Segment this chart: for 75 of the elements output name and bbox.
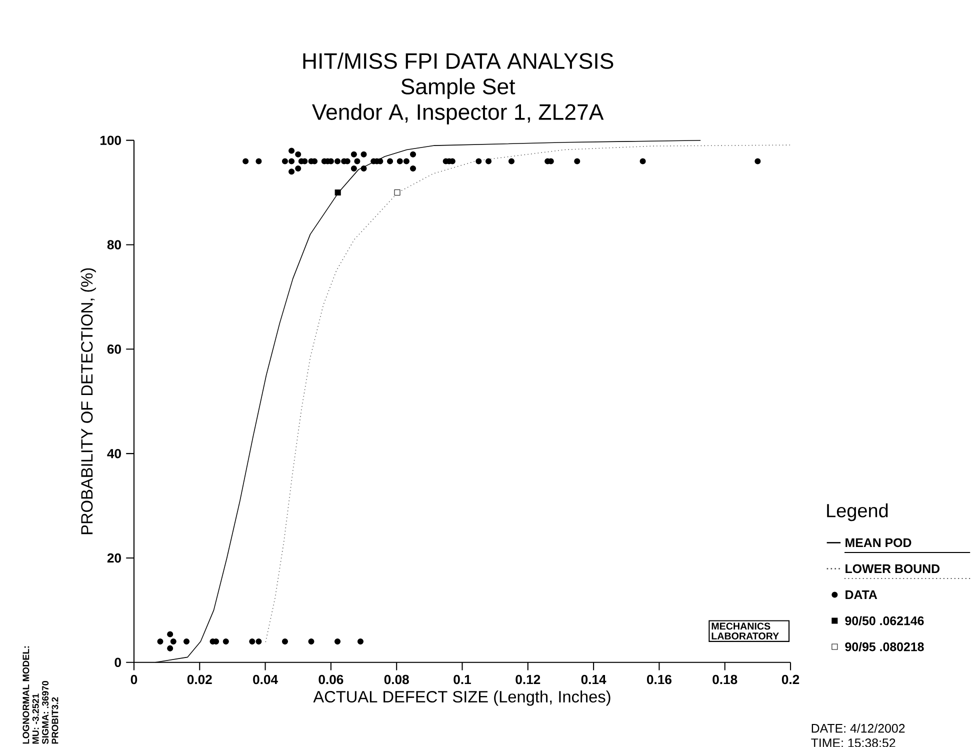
point — [334, 638, 341, 645]
point — [640, 158, 646, 164]
point — [334, 190, 341, 196]
point — [288, 148, 295, 154]
x-tick-label: 0.16 — [646, 674, 672, 684]
text: Vendor A, Inspector 1, ZL27A — [312, 104, 604, 124]
text: TIME: 15:38:52 — [811, 738, 896, 747]
x-tick-label: 0.18 — [712, 674, 738, 684]
point — [295, 152, 302, 158]
x-tick-label: 0.04 — [253, 674, 278, 684]
annotation: MECHANICS LABORATORY — [712, 622, 779, 640]
point — [360, 152, 367, 158]
legend-label: 90/95 .080218 — [845, 642, 924, 652]
x-tick-label: 0.08 — [384, 674, 409, 684]
text: MU: -3.2521 — [32, 694, 39, 744]
point — [754, 158, 761, 164]
x-tick-label: 0.12 — [516, 674, 540, 684]
legend-label: MEAN POD — [846, 538, 912, 548]
point — [295, 166, 302, 172]
x-axis-title: ACTUAL DEFECT SIZE (Length, Inches) — [313, 690, 610, 706]
x-tick-label: 0.2 — [782, 674, 800, 684]
point — [354, 158, 360, 164]
line-series — [265, 144, 791, 643]
point — [282, 638, 288, 645]
point — [508, 158, 514, 164]
point — [476, 158, 482, 164]
point — [183, 638, 190, 645]
text: SIGMA: .36970 — [42, 681, 49, 744]
point — [288, 158, 295, 164]
x-tick-label: 0.1 — [454, 674, 471, 684]
y-axis-title: PROBABILITY OF DETECTION, (%) — [80, 268, 96, 534]
point — [485, 158, 492, 164]
y-tick-label: 40 — [107, 449, 121, 458]
point — [387, 158, 394, 164]
point — [222, 638, 229, 645]
point — [170, 638, 176, 645]
y-tick-label: 80 — [107, 240, 121, 250]
point — [242, 158, 249, 164]
y-tick-label: 0 — [114, 658, 121, 668]
x-tick-label: 0.02 — [187, 674, 212, 684]
legend-label: DATA — [846, 590, 878, 600]
point — [350, 152, 357, 158]
point — [282, 158, 288, 164]
text: DATE: 4/12/2002 — [812, 724, 905, 733]
point — [256, 158, 262, 164]
text: LOGNORMAL MODEL: — [22, 646, 30, 744]
legend-label: 90/50 .062146 — [845, 616, 924, 626]
point — [357, 638, 364, 645]
y-tick-label: 60 — [107, 344, 121, 354]
x-tick-label: 0.06 — [318, 674, 344, 684]
point — [157, 638, 164, 645]
point — [410, 166, 416, 172]
point — [249, 638, 256, 645]
point — [350, 166, 357, 172]
point — [574, 158, 580, 164]
point — [394, 190, 400, 196]
point — [308, 638, 314, 645]
point — [167, 631, 174, 638]
text: PROBIT3.2 — [52, 697, 58, 744]
point — [396, 158, 403, 164]
legend-label: LOWER BOUND — [846, 564, 940, 574]
legend-title: Legend — [827, 504, 888, 522]
point — [167, 645, 174, 652]
point — [403, 158, 410, 164]
y-tick-label: 20 — [107, 553, 121, 563]
point — [360, 166, 367, 172]
point — [410, 152, 416, 158]
chart-subtitle: Sample Set — [401, 78, 516, 99]
x-tick-label: 0.14 — [581, 674, 606, 684]
point — [288, 168, 295, 175]
x-tick-label: 0 — [130, 674, 138, 684]
y-tick-label: 100 — [100, 136, 121, 146]
point — [334, 158, 341, 164]
chart-title: HIT/MISS FPI DATA ANALYSIS — [303, 52, 614, 70]
point — [256, 638, 262, 645]
